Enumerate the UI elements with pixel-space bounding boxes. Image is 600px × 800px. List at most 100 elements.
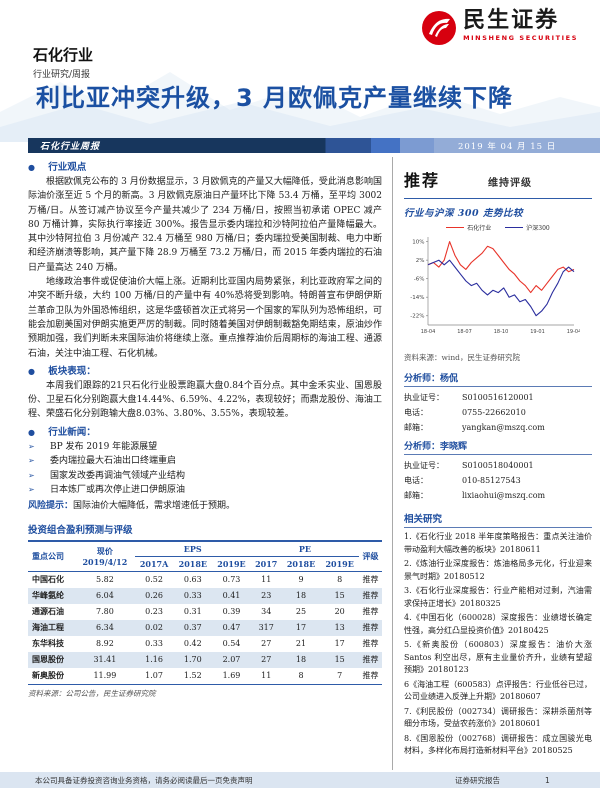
value-cell: 0.39 (222, 607, 241, 617)
table-row: 海油工程 6.34 0.02 0.37 0.47 317 17 13 推荐 (28, 619, 382, 636)
footer-disclaimer: 本公司具备证券投资咨询业务资格，请务必阅读最后一页免责声明 (35, 775, 253, 785)
brand-name-cn: 民生证券 (463, 8, 560, 33)
svg-text:19-01: 19-01 (530, 329, 545, 335)
company-name-cell: 东华科技 (32, 638, 64, 649)
col-pe-2017: 2017 (255, 558, 278, 569)
portfolio-table-title: 投资组合盈利预测与评级 (28, 524, 133, 536)
value-cell: 6.04 (95, 591, 114, 601)
value-cell: 0.26 (145, 591, 163, 601)
analyst-block: 分析师：李晓辉 执业证号： S0100518040001 电话： 010-85127… (404, 439, 592, 503)
value-cell: 0.37 (183, 623, 202, 633)
col-group-eps: EPS (134, 540, 251, 557)
related-research-item[interactable]: 6《海油工程（600583）点评报告：行业低谷已过，公司业绩进入反弹上升期》20… (404, 679, 592, 702)
arrow-bullet-icon: ➢ (28, 485, 35, 495)
table-row: 东华科技 8.92 0.33 0.42 0.54 27 21 17 推荐 (28, 636, 382, 652)
value-cell: 15 (334, 591, 345, 601)
value-cell: 11 (261, 671, 272, 681)
legend-line-swatch (505, 227, 524, 228)
value-cell: 8 (337, 575, 343, 585)
content-area: ● 行业观点 根据欧佩克公布的 3 月份数据显示，3 月欧佩克的产量又大幅降低，… (28, 157, 592, 770)
report-series: 行业研究/周报 (33, 70, 91, 80)
risk-label: 风险提示： (28, 500, 74, 511)
section-viewpoint-heading: ● 行业观点 (28, 159, 382, 173)
value-cell: 9 (298, 575, 304, 585)
value-cell: 6.34 (95, 623, 114, 633)
related-research-item[interactable]: 2.《炼油行业深度报告：炼油格局多元化，行业迎来景气时期》20180512 (404, 559, 592, 581)
bullet-icon: ● (28, 365, 35, 376)
related-research-item[interactable]: 5.《新奥股份（600803）深度报告：油价大涨 Santos 利空出尽，原有主… (404, 640, 592, 674)
value-cell: 18 (295, 591, 307, 601)
company-name-cell: 海油工程 (32, 622, 64, 633)
legend-entry: 石化行业 (446, 223, 491, 232)
page-footer: 本公司具备证券投资咨询业务资格，请务必阅读最后一页免责声明 证券研究报告 1 (0, 772, 600, 788)
value-cell: 8 (298, 671, 304, 681)
svg-text:18-04: 18-04 (421, 329, 436, 335)
value-cell: 推荐 (362, 655, 379, 665)
value-cell: 1.07 (145, 671, 163, 681)
analyst-email-link[interactable]: lixiaohui@mszq.com (462, 491, 546, 500)
col-eps-2018e: 2018E (178, 558, 207, 569)
value-cell: 0.31 (183, 607, 202, 617)
svg-text:2%: 2% (416, 258, 425, 264)
chart-source: 资料来源：wind，民生证券研究院 (404, 353, 520, 362)
analyst-email-link[interactable]: yangkan@mszq.com (462, 423, 545, 432)
value-cell: 0.33 (145, 639, 163, 649)
value-cell: 15 (334, 655, 345, 665)
related-research-item[interactable]: 3.《石化行业深度报告：行业产能相对过剩，汽油需求保持正增长》20180325 (404, 586, 592, 608)
column-divider (392, 157, 393, 770)
value-cell: 25 (295, 607, 307, 617)
value-cell: 23 (261, 591, 272, 601)
value-cell: 0.42 (183, 639, 202, 649)
value-cell: 27 (261, 655, 272, 665)
risk-text: 国际油价大幅降低，需求增速低于预期。 (73, 500, 236, 511)
news-heading-label: 行业新闻： (48, 426, 96, 438)
news-list: ➢ BP 发布 2019 年能源展望 ➢ 委内瑞拉最大石油出口终端重启 ➢ 国家发改委再调… (28, 440, 382, 498)
left-column: ● 行业观点 根据欧佩克公布的 3 月份数据显示，3 月欧佩克的产量又大幅降低，… (28, 157, 392, 770)
value-cell: 推荐 (362, 591, 379, 601)
value-cell: 推荐 (362, 607, 379, 617)
related-research-item[interactable]: 4.《中国石化（600028）深度报告：业绩增长确定性强，高分红凸显投资价值》2… (404, 613, 592, 635)
analyst-mail: 邮箱： lixiaohui@mszq.com (404, 488, 592, 503)
company-name-cell: 华峰氨纶 (32, 590, 64, 601)
value-cell: 推荐 (362, 623, 379, 633)
chart-legend: 石化行业 沪深300 (404, 223, 592, 232)
value-cell: 1.16 (145, 655, 163, 665)
legend-entry: 沪深300 (505, 223, 550, 232)
bullet-icon: ● (28, 426, 35, 437)
value-cell: 5.82 (95, 575, 114, 585)
analyst-tel: 电话： 010-85127543 (404, 476, 521, 485)
comparison-chart-title: 行业与沪深 300 走势比较 (404, 208, 523, 219)
portfolio-table-body: 中国石化 5.82 0.52 0.63 0.73 11 9 8 推荐 华峰氨纶 6.04 0.26 0.… (28, 571, 382, 684)
report-header-bar: 石化行业周报 2019 年 04 月 15 日 (28, 138, 600, 153)
analyst-name: 分析师：杨侃 (404, 371, 592, 387)
value-cell: 2.07 (222, 655, 241, 665)
table-row: 中国石化 5.82 0.52 0.63 0.73 11 9 8 推荐 (28, 571, 382, 588)
value-cell: 0.52 (145, 575, 163, 585)
value-cell: 8.92 (95, 639, 114, 649)
news-item-text: 日本炼厂或再次停止进口伊朗原油 (50, 485, 186, 496)
value-cell: 0.23 (145, 607, 163, 617)
value-cell: 0.73 (222, 575, 241, 585)
related-research-item[interactable]: 8.《国恩股份（002768）调研报告：成立国骏光电材料，多样化布局打造新材料平… (404, 733, 592, 756)
news-item-text: BP 发布 2019 年能源展望 (50, 441, 158, 452)
analyst-tel: 电话： 0755-22662010 (404, 408, 526, 417)
value-cell: 0.02 (145, 623, 163, 633)
col-pe-2019e: 2019E (325, 558, 354, 569)
related-research-item[interactable]: 1.《石化行业 2018 半年度策略报告：重点关注油价带动盈利大幅改善的板块》2… (404, 532, 592, 554)
viewpoint-paragraph-2: 地缘政治事件或促使油价大幅上涨。近期利比亚国内局势紧张，利比亚政府军之间的冲突不… (28, 277, 382, 359)
industry-block: 石化行业 行业研究/周报 (33, 44, 93, 80)
brand-name-en: MINSHENG SECURITIES (463, 34, 578, 42)
related-research-title: 相关研究 (404, 511, 592, 528)
table-source: 资料来源：公司公告，民生证券研究院 (28, 688, 156, 698)
portfolio-table: 重点公司 现价 2019/4/12 EPS PE 评级 2017A 2018E 2… (28, 539, 382, 685)
table-row: 通源石油 7.80 0.23 0.31 0.39 34 25 20 推荐 (28, 604, 382, 620)
bullet-icon: ● (28, 162, 35, 172)
value-cell: 317 (258, 623, 274, 633)
value-cell: 27 (261, 639, 272, 649)
right-column: 推荐 维持评级 行业与沪深 300 走势比较 石化行业 沪深300 10% 2% -6… (393, 157, 592, 770)
analyst-block: 分析师：杨侃 执业证号： S0100516120001 电话： 0755-22662… (404, 371, 592, 435)
performance-paragraph: 本周我们跟踪的21只石化行业股票跑赢大盘0.84个百分点。其中金禾实业、国恩股份… (28, 380, 382, 420)
svg-text:18-07: 18-07 (457, 329, 472, 335)
related-research-item[interactable]: 7.《利民股份（002734）调研报告：深耕杀菌剂等细分市场，受益农药涨价》20… (404, 706, 592, 729)
